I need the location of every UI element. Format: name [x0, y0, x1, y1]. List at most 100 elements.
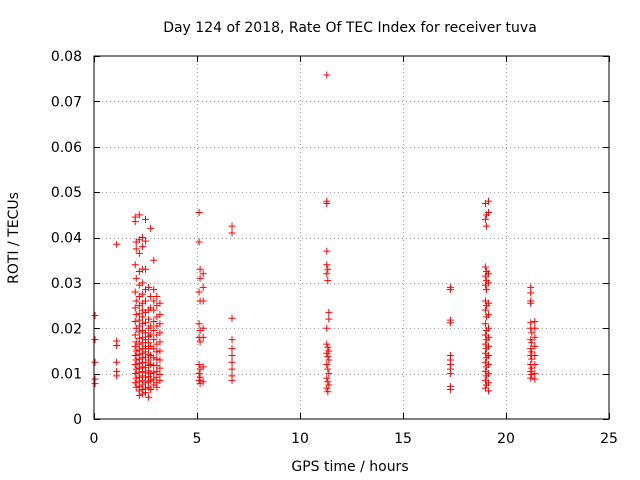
data-point — [132, 311, 140, 319]
data-point — [228, 351, 236, 359]
data-point — [113, 341, 121, 349]
data-point — [481, 263, 489, 271]
data-point — [482, 286, 490, 294]
data-point — [323, 270, 331, 278]
data-point — [156, 356, 164, 364]
data-point — [323, 361, 331, 369]
data-point — [484, 324, 492, 332]
data-point — [196, 380, 204, 388]
data-point — [150, 345, 158, 353]
data-point — [91, 358, 99, 366]
data-point — [150, 317, 158, 325]
data-point — [156, 371, 164, 379]
data-point — [138, 320, 146, 328]
data-point — [113, 240, 121, 248]
data-point — [132, 245, 140, 253]
x-tick-label: 10 — [291, 431, 309, 447]
data-point — [147, 292, 155, 300]
data-point — [131, 342, 139, 350]
data-point — [142, 265, 149, 273]
data-point — [325, 308, 333, 316]
data-point — [481, 320, 489, 328]
data-point — [138, 243, 146, 251]
data-point — [196, 338, 204, 346]
data-point — [195, 320, 203, 328]
data-point — [528, 329, 536, 337]
data-point — [481, 306, 489, 314]
data-point — [150, 354, 158, 362]
data-point — [153, 383, 161, 391]
data-point — [324, 352, 332, 360]
grid-lines — [94, 56, 609, 419]
data-point — [156, 299, 164, 307]
data-point — [527, 345, 535, 353]
data-point — [323, 199, 331, 207]
data-point — [324, 265, 332, 273]
data-point — [323, 324, 331, 332]
data-point — [131, 361, 139, 369]
data-point — [484, 209, 492, 217]
data-point — [324, 388, 332, 396]
data-point — [150, 286, 158, 294]
data-point — [527, 374, 535, 382]
data-point — [156, 376, 164, 384]
data-point — [484, 299, 492, 307]
data-point — [531, 375, 539, 383]
data-point — [446, 386, 454, 394]
data-point — [131, 304, 139, 312]
data-point — [199, 324, 207, 332]
data-point — [147, 386, 155, 394]
data-point — [323, 349, 331, 357]
data-point — [132, 274, 140, 282]
data-point — [131, 370, 139, 378]
data-point — [132, 374, 140, 382]
data-point — [91, 380, 99, 388]
data-point — [199, 378, 207, 386]
data-point — [528, 339, 536, 347]
data-point — [131, 351, 139, 359]
data-point — [138, 313, 146, 321]
y-tick-label: 0.04 — [51, 231, 82, 247]
data-point — [527, 367, 535, 375]
data-point — [528, 355, 536, 363]
data-point — [131, 261, 139, 269]
data-point — [228, 222, 236, 230]
data-point — [323, 374, 331, 382]
x-tick-label: 0 — [90, 431, 99, 447]
data-point — [145, 393, 153, 401]
y-tick-label: 0.08 — [51, 49, 82, 65]
y-tick-label: 0.02 — [51, 321, 82, 337]
data-point — [325, 356, 333, 364]
data-point — [135, 249, 143, 257]
data-point — [482, 222, 490, 230]
data-point — [199, 363, 207, 371]
data-point — [142, 389, 149, 397]
data-point — [531, 333, 539, 341]
data-point — [150, 336, 158, 344]
data-point — [156, 311, 164, 319]
data-point — [446, 319, 454, 327]
data-point — [138, 234, 146, 241]
data-point — [228, 336, 236, 344]
y-tick-label: 0.07 — [51, 94, 82, 110]
data-point — [145, 315, 153, 323]
data-point — [142, 329, 149, 337]
data-point — [156, 347, 164, 355]
data-point — [145, 339, 153, 347]
data-point — [484, 270, 492, 278]
data-point — [484, 279, 492, 287]
data-point — [156, 320, 164, 328]
x-tick-label: 15 — [394, 431, 412, 447]
data-point — [324, 277, 332, 285]
data-point — [228, 314, 236, 322]
data-point — [142, 237, 149, 245]
data-point — [199, 270, 207, 278]
data-point — [196, 265, 204, 273]
data-point — [228, 358, 236, 366]
data-point — [196, 274, 204, 282]
data-point — [132, 383, 140, 391]
data-point — [142, 319, 149, 327]
data-point — [147, 370, 155, 378]
y-axis-label: ROTI / TECUs — [6, 192, 22, 284]
